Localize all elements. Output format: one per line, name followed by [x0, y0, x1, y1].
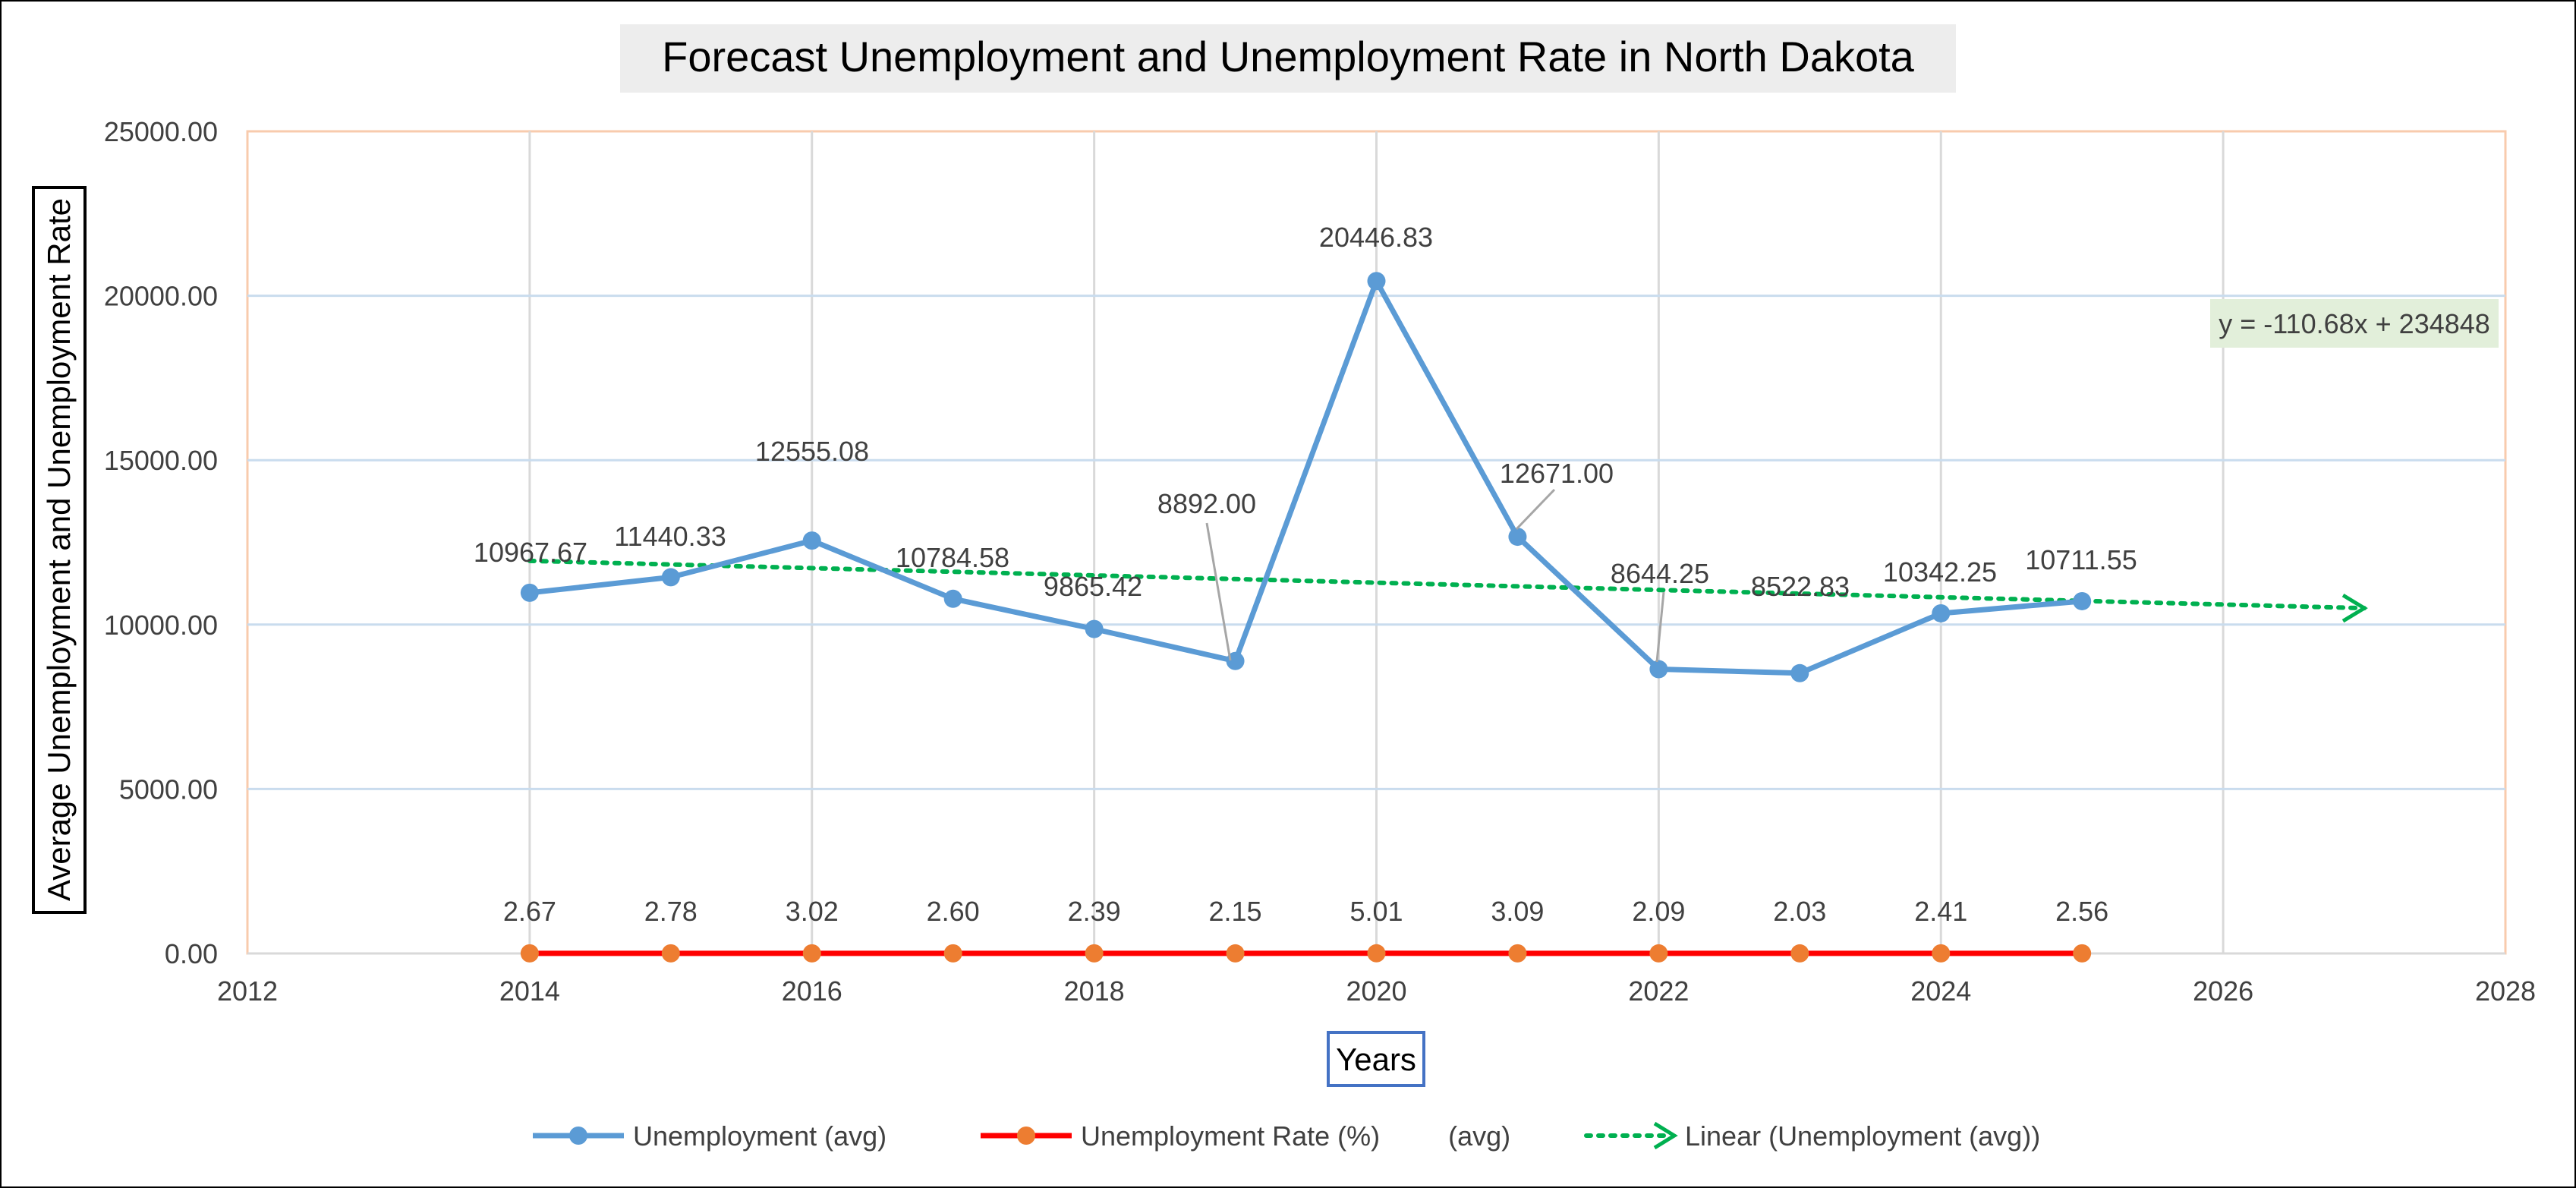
y-tick-label: 0.00 — [165, 938, 218, 969]
y-tick-label: 25000.00 — [104, 116, 218, 147]
data-label-unemployment-rate: 2.03 — [1773, 896, 1826, 927]
chart-title-background — [620, 24, 1956, 93]
x-axis-title: Years — [1336, 1041, 1416, 1077]
x-axis-tick-labels: 2012 2014 2016 2018 2020 2022 2024 2026 2028 — [217, 975, 2536, 1007]
y-tick-label: 20000.00 — [104, 281, 218, 312]
trendline — [527, 558, 2367, 611]
data-point-unemployment-rate — [1790, 944, 1809, 963]
data-label-unemployment: 10967.67 — [474, 537, 587, 568]
y-tick-label: 15000.00 — [104, 445, 218, 476]
y-axis-title-group: Average Unemployment and Unemployment Ra… — [32, 186, 87, 914]
data-point-unemployment — [661, 568, 680, 587]
data-label-unemployment-rate: 2.39 — [1068, 896, 1121, 927]
data-point-unemployment — [2073, 591, 2092, 610]
data-label-unemployment: 8522.83 — [1751, 571, 1850, 602]
x-axis-title-group: Years — [1327, 1031, 1425, 1087]
trendline-equation-group: y = -110.68x + 234848 — [2210, 299, 2499, 348]
data-label-unemployment: 10342.25 — [1883, 556, 1997, 588]
data-point-unemployment-rate — [2073, 944, 2092, 963]
trendline-equation-background — [2210, 299, 2499, 348]
data-point-unemployment — [1367, 272, 1386, 291]
data-label-unemployment: 8892.00 — [1157, 488, 1256, 519]
data-label-unemployment-rate: 2.60 — [927, 896, 980, 927]
data-label-unemployment: 11440.33 — [614, 521, 726, 552]
data-point-unemployment-rate — [1367, 944, 1386, 963]
data-label-unemployment-rate: 2.56 — [2055, 896, 2108, 927]
data-label-unemployment-rate: 5.01 — [1349, 896, 1403, 927]
data-labels-group: 10967.67 11440.33 12555.08 10784.58 9865.42 8… — [474, 222, 2137, 927]
data-label-leader-line — [1655, 591, 1665, 663]
data-label-unemployment: 12671.00 — [1500, 458, 1614, 489]
data-label-unemployment: 10711.55 — [2025, 544, 2137, 575]
x-tick-label: 2018 — [1064, 975, 1125, 1007]
legend-entry-unemployment: Unemployment (avg) — [533, 1120, 886, 1152]
x-tick-label: 2020 — [1346, 975, 1406, 1007]
legend-label: Unemployment (avg) — [633, 1120, 886, 1152]
data-label-unemployment-rate: 2.78 — [644, 896, 698, 927]
data-label-unemployment: 8644.25 — [1611, 558, 1709, 589]
data-point-unemployment-rate — [661, 944, 680, 963]
series-line-unemployment — [529, 278, 2083, 676]
data-point-unemployment-rate — [1085, 944, 1104, 963]
x-tick-label: 2024 — [1910, 975, 1971, 1007]
data-label-unemployment-rate: 2.67 — [503, 896, 556, 927]
data-label-unemployment-rate: 2.09 — [1632, 896, 1685, 927]
legend-swatch-marker — [1017, 1127, 1035, 1145]
series-group — [520, 272, 2092, 963]
x-tick-label: 2016 — [782, 975, 842, 1007]
x-tick-label: 2028 — [2475, 975, 2536, 1007]
legend-label: Linear (Unemployment (avg)) — [1685, 1120, 2040, 1152]
y-axis-tick-labels: 0.00 5000.00 10000.00 15000.00 20000.00 25000… — [104, 116, 218, 969]
data-label-unemployment-rate: 3.09 — [1491, 896, 1544, 927]
data-point-unemployment — [1649, 660, 1668, 679]
data-point-unemployment-rate — [1649, 944, 1668, 963]
data-point-unemployment-rate — [520, 944, 539, 963]
legend: Unemployment (avg) Unemployment Rate (%) … — [533, 1120, 2040, 1152]
data-point-unemployment-rate — [943, 944, 962, 963]
x-tick-label: 2012 — [217, 975, 278, 1007]
x-tick-label: 2014 — [499, 975, 560, 1007]
data-point-unemployment — [520, 583, 539, 602]
legend-entry-trendline: Linear (Unemployment (avg)) — [1584, 1120, 2040, 1152]
legend-entry-unemployment-rate: Unemployment Rate (%) (avg) — [981, 1120, 1510, 1152]
y-axis-title: Average Unemployment and Unemployment Ra… — [41, 198, 77, 901]
data-label-unemployment: 20446.83 — [1319, 222, 1433, 253]
chart-title-group: Forecast Unemployment and Unemployment R… — [620, 24, 1956, 93]
trendline-group — [527, 558, 2368, 623]
trendline-arrowhead — [2341, 594, 2368, 623]
data-point-unemployment — [1508, 528, 1527, 547]
data-label-unemployment-rate: 3.02 — [786, 896, 839, 927]
legend-swatch-marker — [569, 1127, 587, 1145]
x-tick-label: 2026 — [2193, 975, 2253, 1007]
data-point-unemployment — [943, 589, 962, 608]
data-point-unemployment — [802, 531, 821, 550]
data-point-unemployment — [1790, 663, 1809, 682]
data-point-unemployment-rate — [1932, 944, 1951, 963]
data-label-leader-line — [1515, 488, 1556, 531]
legend-swatch-arrowhead — [1653, 1121, 1678, 1150]
chart-title: Forecast Unemployment and Unemployment R… — [662, 33, 1915, 80]
data-label-unemployment: 12555.08 — [755, 436, 869, 467]
data-point-unemployment-rate — [1226, 944, 1245, 963]
data-label-leader-line — [1205, 522, 1232, 661]
x-axis-title-box — [1327, 1031, 1425, 1087]
legend-label: Unemployment Rate (%) (avg) — [1081, 1120, 1510, 1152]
data-point-unemployment-rate — [802, 944, 821, 963]
data-point-unemployment — [1085, 619, 1104, 638]
x-tick-label: 2022 — [1628, 975, 1689, 1007]
trendline-equation: y = -110.68x + 234848 — [2219, 308, 2490, 339]
data-label-unemployment-rate: 2.41 — [1914, 896, 1967, 927]
y-axis-title-box — [32, 186, 87, 914]
vertical-gridlines — [528, 131, 2225, 953]
y-tick-label: 10000.00 — [104, 610, 218, 641]
y-tick-label: 5000.00 — [119, 774, 218, 805]
data-label-unemployment-rate: 2.15 — [1209, 896, 1262, 927]
data-label-unemployment: 9865.42 — [1044, 571, 1142, 602]
data-point-unemployment — [1932, 603, 1951, 622]
data-point-unemployment-rate — [1508, 944, 1527, 963]
data-label-unemployment: 10784.58 — [896, 542, 1009, 573]
